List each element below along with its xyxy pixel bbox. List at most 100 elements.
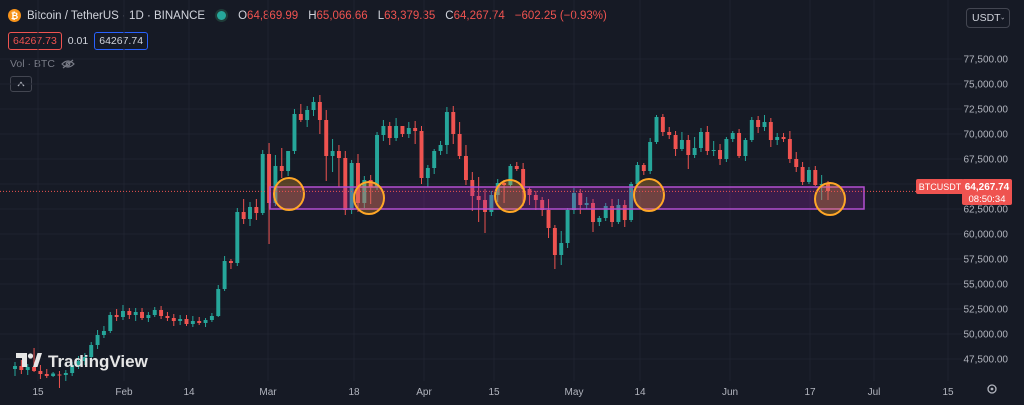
candle-body — [343, 158, 348, 210]
candle-body — [368, 180, 373, 187]
candle — [667, 127, 672, 139]
candle-body — [267, 154, 272, 203]
candle-body — [159, 310, 164, 316]
chart-legend: ₿ Bitcoin / TetherUS · 1D · BINANCE O64,… — [8, 9, 611, 22]
candle-body — [63, 373, 68, 375]
time-axis[interactable]: 15 Feb 14 Mar 18 Apr 15 May 14 Jun 17 Jul 15 — [32, 387, 954, 398]
candle-body — [508, 166, 513, 185]
candle — [724, 137, 729, 162]
candle-body — [514, 166, 519, 169]
y-tick-label: 75,000.00 — [964, 80, 1009, 91]
candle — [356, 154, 360, 212]
candle-body — [178, 319, 183, 321]
candle — [38, 365, 43, 379]
y-tick-label: 57,500.00 — [964, 255, 1009, 266]
candle-body — [800, 167, 805, 182]
candle-body — [222, 261, 227, 289]
candle-body — [108, 315, 113, 331]
gear-icon[interactable] — [987, 384, 997, 394]
candle-body — [279, 166, 284, 171]
candle — [362, 176, 367, 208]
candle — [648, 138, 653, 174]
sell-button[interactable]: 64267.73 — [8, 32, 62, 50]
volume-indicator[interactable]: Vol · BTC — [10, 58, 75, 70]
candle — [438, 141, 443, 155]
candle — [578, 189, 583, 214]
candle — [305, 106, 310, 127]
touch-circle — [633, 178, 665, 212]
candle — [483, 189, 487, 233]
y-tick-label: 62,500.00 — [964, 205, 1009, 216]
candle — [108, 312, 113, 333]
candle-body — [140, 312, 145, 318]
candle — [381, 120, 386, 141]
price-axis[interactable]: 77,500.00 75,000.00 72,500.00 70,000.00 67,5… — [964, 55, 1009, 366]
candle-body — [730, 133, 735, 139]
touch-circle — [353, 181, 385, 215]
x-tick-label: 15 — [488, 387, 500, 398]
candle-body — [70, 365, 75, 373]
candle — [514, 162, 519, 171]
buy-button[interactable]: 64267.74 — [94, 32, 149, 50]
open-label: O — [238, 9, 248, 22]
candle — [19, 360, 24, 374]
candle-body — [286, 151, 291, 171]
candle — [286, 151, 291, 176]
candle — [705, 126, 710, 155]
x-tick-label: May — [565, 387, 584, 398]
candle — [489, 191, 494, 216]
candle-body — [762, 122, 767, 127]
candle — [737, 129, 742, 158]
candle-body — [629, 184, 634, 220]
candle — [679, 132, 684, 151]
candle-body — [635, 165, 640, 184]
eye-crossed-icon[interactable] — [61, 59, 75, 69]
symbol-tag: BTCUSDT — [919, 182, 962, 192]
candle-body — [32, 367, 37, 371]
high-label: H — [308, 9, 317, 22]
currency-select[interactable]: USDT — [966, 8, 1010, 28]
support-zone[interactable] — [269, 186, 865, 210]
y-tick-label: 55,000.00 — [964, 280, 1009, 291]
candle — [584, 197, 589, 209]
candle-body — [718, 150, 722, 159]
candle — [375, 132, 380, 190]
tradingview-logo[interactable]: TradingView — [16, 351, 148, 372]
candle-body — [241, 212, 246, 219]
symbol-tag-bg — [916, 179, 964, 194]
candle-body — [362, 180, 367, 203]
candle-body — [451, 112, 456, 134]
candle — [178, 315, 183, 325]
candle — [610, 199, 615, 227]
candle — [317, 95, 322, 134]
candle-body — [114, 315, 119, 317]
candle-body — [711, 150, 716, 151]
candle-body — [209, 316, 214, 320]
candle — [298, 104, 303, 122]
candle-body — [597, 218, 602, 222]
candle — [228, 259, 233, 269]
touch-circle — [814, 182, 846, 216]
candle — [762, 115, 767, 131]
candle — [432, 149, 437, 174]
candles — [13, 95, 830, 388]
candle — [82, 353, 87, 365]
candle — [260, 150, 265, 215]
candle-body — [571, 193, 576, 210]
y-tick-label: 77,500.00 — [964, 55, 1009, 66]
candle-body — [667, 132, 672, 135]
x-tick-label: Jun — [722, 387, 738, 398]
touch-circle — [273, 177, 305, 211]
candle-body — [273, 166, 278, 203]
symbol-title[interactable]: Bitcoin / TetherUS · 1D · BINANCE — [27, 9, 206, 22]
candle-body — [13, 366, 17, 369]
candle-body — [203, 320, 208, 323]
candle-body — [813, 170, 818, 185]
candle — [76, 356, 81, 369]
x-tick-label: Jul — [868, 387, 881, 398]
candle — [591, 199, 595, 232]
candle — [597, 216, 602, 226]
candle — [781, 133, 786, 142]
x-tick-label: 15 — [942, 387, 954, 398]
